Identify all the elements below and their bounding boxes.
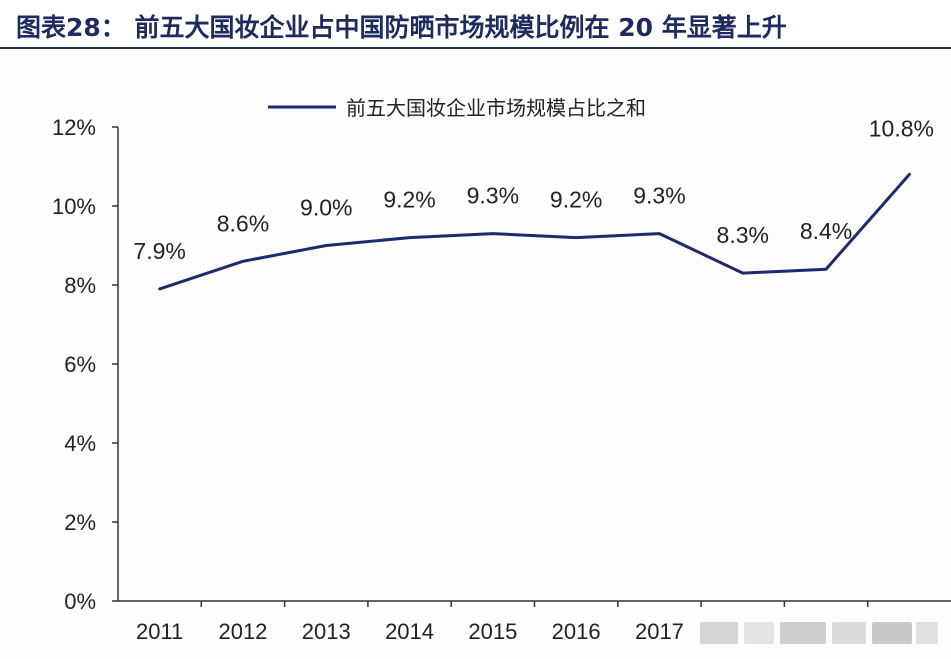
x-tick-label: 2012 bbox=[218, 619, 267, 644]
y-tick-label: 6% bbox=[64, 352, 96, 377]
y-tick-label: 12% bbox=[52, 115, 96, 140]
series-group bbox=[158, 172, 911, 291]
data-label: 8.3% bbox=[717, 222, 769, 248]
watermark-mosaic bbox=[700, 614, 940, 650]
data-label: 8.6% bbox=[217, 210, 269, 236]
title-divider bbox=[0, 47, 951, 49]
data-label: 9.0% bbox=[300, 195, 352, 221]
figure-title: 图表28： 前五大国妆企业占中国防晒市场规模比例在 20 年显著上升 bbox=[16, 13, 787, 42]
y-tick-label: 4% bbox=[64, 431, 96, 456]
data-label: 10.8% bbox=[869, 115, 934, 141]
legend: 前五大国妆企业市场规模占比之和 bbox=[268, 96, 646, 120]
y-tick-label: 8% bbox=[64, 273, 96, 298]
legend-label: 前五大国妆企业市场规模占比之和 bbox=[346, 96, 646, 120]
data-label: 8.4% bbox=[800, 218, 852, 244]
data-label: 9.2% bbox=[383, 187, 435, 213]
data-label: 7.9% bbox=[133, 238, 185, 264]
plot-background bbox=[0, 49, 951, 659]
series-line bbox=[158, 172, 911, 291]
y-axis-ticks: 0% 2% 4% 6% 8% 10% 12% bbox=[52, 115, 118, 614]
x-tick-label: 2013 bbox=[302, 619, 351, 644]
y-tick-label: 2% bbox=[64, 510, 96, 535]
chart-axes bbox=[117, 127, 951, 602]
x-axis-ticks: 2011 2012 2013 2014 2015 2016 2017 bbox=[136, 601, 869, 644]
x-tick-label: 2017 bbox=[635, 619, 684, 644]
x-tick-label: 2015 bbox=[468, 619, 517, 644]
y-tick-label: 0% bbox=[64, 589, 96, 614]
data-labels: 7.9% 8.6% 9.0% 9.2% 9.3% 9.2% 9.3% 8.3% 8.4% 10.8… bbox=[133, 115, 934, 264]
x-tick-label: 2014 bbox=[385, 619, 434, 644]
data-label: 9.2% bbox=[550, 187, 602, 213]
data-label: 9.3% bbox=[467, 183, 519, 209]
y-tick-label: 10% bbox=[52, 194, 96, 219]
data-label: 9.3% bbox=[633, 183, 685, 209]
x-tick-label: 2016 bbox=[552, 619, 601, 644]
x-tick-label: 2011 bbox=[136, 619, 183, 644]
